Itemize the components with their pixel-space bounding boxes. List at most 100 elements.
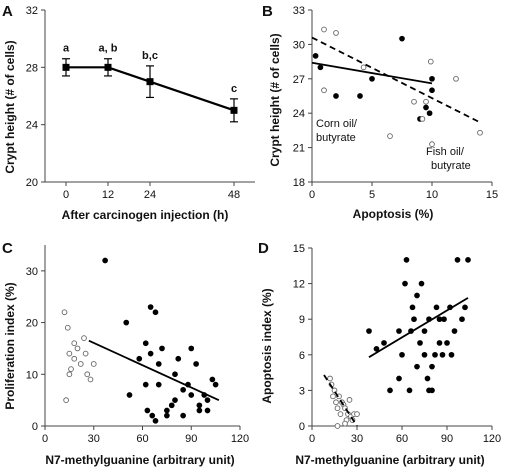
panel-c-open-point [84, 371, 91, 378]
panel-d-ytick-label: 3 [299, 385, 305, 397]
panel-c-xtick-label: 60 [136, 433, 148, 445]
panel-b-xlabel: Apoptosis (%) [353, 207, 434, 221]
panel-c-filled-point [175, 355, 182, 362]
panel-d-filled-point [418, 280, 425, 287]
panel-b-open-point [333, 30, 339, 36]
panel-c-open-point [81, 335, 87, 341]
panel-c-filled-point [155, 381, 162, 388]
panel-b-open-point [387, 133, 393, 139]
panel-d-xtick-label: 30 [351, 433, 363, 445]
panel-d-open-point [327, 375, 333, 382]
panel-b-open-point [360, 64, 367, 71]
panel-c-ytick-label: 0 [32, 421, 38, 433]
panel-a-xtick-label: 0 [63, 189, 69, 201]
panel-c-filled-point [123, 319, 130, 326]
panel-b-ytick-label: 33 [293, 5, 305, 17]
panel-c-filled-point [152, 417, 159, 424]
panel-c-filled-point [196, 407, 203, 414]
panel-c-filled-point [204, 397, 211, 403]
panel-c-filled-point [126, 392, 133, 398]
panel-c-filled-point [180, 386, 186, 393]
panel-b-open-point [411, 98, 417, 105]
panel-d-filled-point [409, 304, 416, 311]
panel-label-c: C [2, 240, 13, 257]
panel-a: A Crypt height (# of cells) After carcin… [2, 3, 255, 222]
panel-c-ytick-label: 30 [26, 266, 38, 278]
panel-d-xtick-label: 60 [396, 433, 408, 445]
panel-d-filled-point [421, 328, 428, 334]
panel-a-ytick-label: 32 [26, 5, 38, 17]
panel-c-open-point [61, 309, 68, 316]
panel-d-xtick-label: 0 [309, 433, 315, 445]
fish-oil-note-line2: butyrate [431, 160, 471, 172]
corn-oil-note-line2: butyrate [316, 132, 356, 144]
panel-c-open-point [90, 361, 97, 367]
panel-d-xtick-label: 120 [483, 433, 501, 445]
panel-b-filled-point [333, 93, 339, 99]
panel-a-significance-letter: b,c [142, 50, 158, 62]
panel-c-filled-point [102, 257, 108, 264]
panel-d-filled-point [414, 292, 420, 299]
panel-b-ylabel: Crypt height (# of cells) [268, 33, 282, 166]
panel-b-open-point [321, 87, 327, 94]
panel-b-open-point [321, 26, 327, 33]
panel-b-filled-point [399, 35, 405, 42]
panel-c-xtick-label: 30 [88, 433, 100, 445]
panel-c-xlabel: N7-methylguanine (arbitrary unit) [45, 453, 234, 467]
panel-d-filled-point [462, 304, 468, 311]
panel-d-filled-point [414, 363, 420, 370]
panel-a-significance-letter: a, b [99, 43, 118, 55]
panel-d-filled-point [459, 316, 465, 323]
panel-d-filled-point [436, 340, 443, 346]
panel-d-filled-point [448, 351, 455, 358]
panel-c: C Proliferation index (%) N7-methylguani… [2, 240, 249, 467]
panel-c-open-point [64, 324, 71, 331]
fish-oil-note-line1: Fish oil/ [426, 146, 465, 158]
panel-d-filled-point [411, 316, 417, 323]
panel-c-filled-point [144, 407, 151, 414]
panel-b-filled-point [429, 75, 435, 82]
panel-b-open-point [427, 58, 434, 65]
panel-c-open-point [68, 366, 74, 372]
panel-b-axes [311, 10, 492, 183]
panel-d-filled-point [402, 280, 408, 287]
panel-b-xtick-label: 5 [369, 189, 375, 201]
panel-c-filled-point [188, 345, 195, 352]
panel-c-filled-point [136, 355, 143, 362]
panel-c-filled-point [172, 397, 178, 403]
panel-c-ylabel: Proliferation index (%) [3, 282, 17, 409]
panel-b-ytick-label: 18 [293, 177, 305, 189]
panel-a-ytick-label: 20 [26, 177, 38, 189]
panel-b-filled-point [357, 93, 363, 99]
panel-d-filled-point [444, 340, 450, 346]
panel-label-a: A [2, 3, 13, 20]
panel-c-open-point [71, 355, 78, 362]
panel-b-xtick-label: 0 [309, 189, 315, 201]
panel-d-ylabel: Apoptosis index (%) [260, 288, 274, 403]
panel-d-plot: 0 30 60 90 120 0 3 6 9 12 15 [293, 243, 501, 445]
panel-d-ytick-label: 6 [299, 350, 305, 362]
panel-d-ytick-label: 15 [293, 243, 305, 255]
panel-a-plot: 0 12 24 48 20 24 28 32 a a, b b,c c [26, 5, 255, 201]
panel-d-open-point [334, 423, 341, 429]
panel-c-xtick-label: 90 [185, 433, 197, 445]
panel-b-filled-point [429, 87, 435, 94]
panel-d-filled-point [403, 257, 410, 263]
panel-b-plot: 0 5 10 15 18 21 24 27 30 33 [293, 5, 498, 201]
panel-d-open-point [354, 411, 360, 417]
panel-c-open-point [87, 376, 94, 383]
panel-b-ytick-label: 27 [293, 74, 305, 86]
panel-d: D Apoptosis index (%) N7-methylguanine (… [258, 240, 501, 467]
panel-label-d: D [258, 240, 269, 257]
panel-b-xtick-label: 15 [486, 189, 498, 201]
panel-d-filled-point [454, 257, 461, 263]
panel-a-xtick-label: 24 [144, 189, 156, 201]
panel-d-filled-point [465, 257, 471, 263]
panel-d-ytick-label: 0 [299, 421, 305, 433]
panel-c-filled-point [193, 361, 199, 367]
panel-c-fit-line-solid [88, 339, 220, 401]
corn-oil-note-line1: Corn oil/ [316, 118, 358, 130]
panel-d-filled-point [381, 340, 387, 346]
panel-c-filled-point [147, 350, 154, 357]
